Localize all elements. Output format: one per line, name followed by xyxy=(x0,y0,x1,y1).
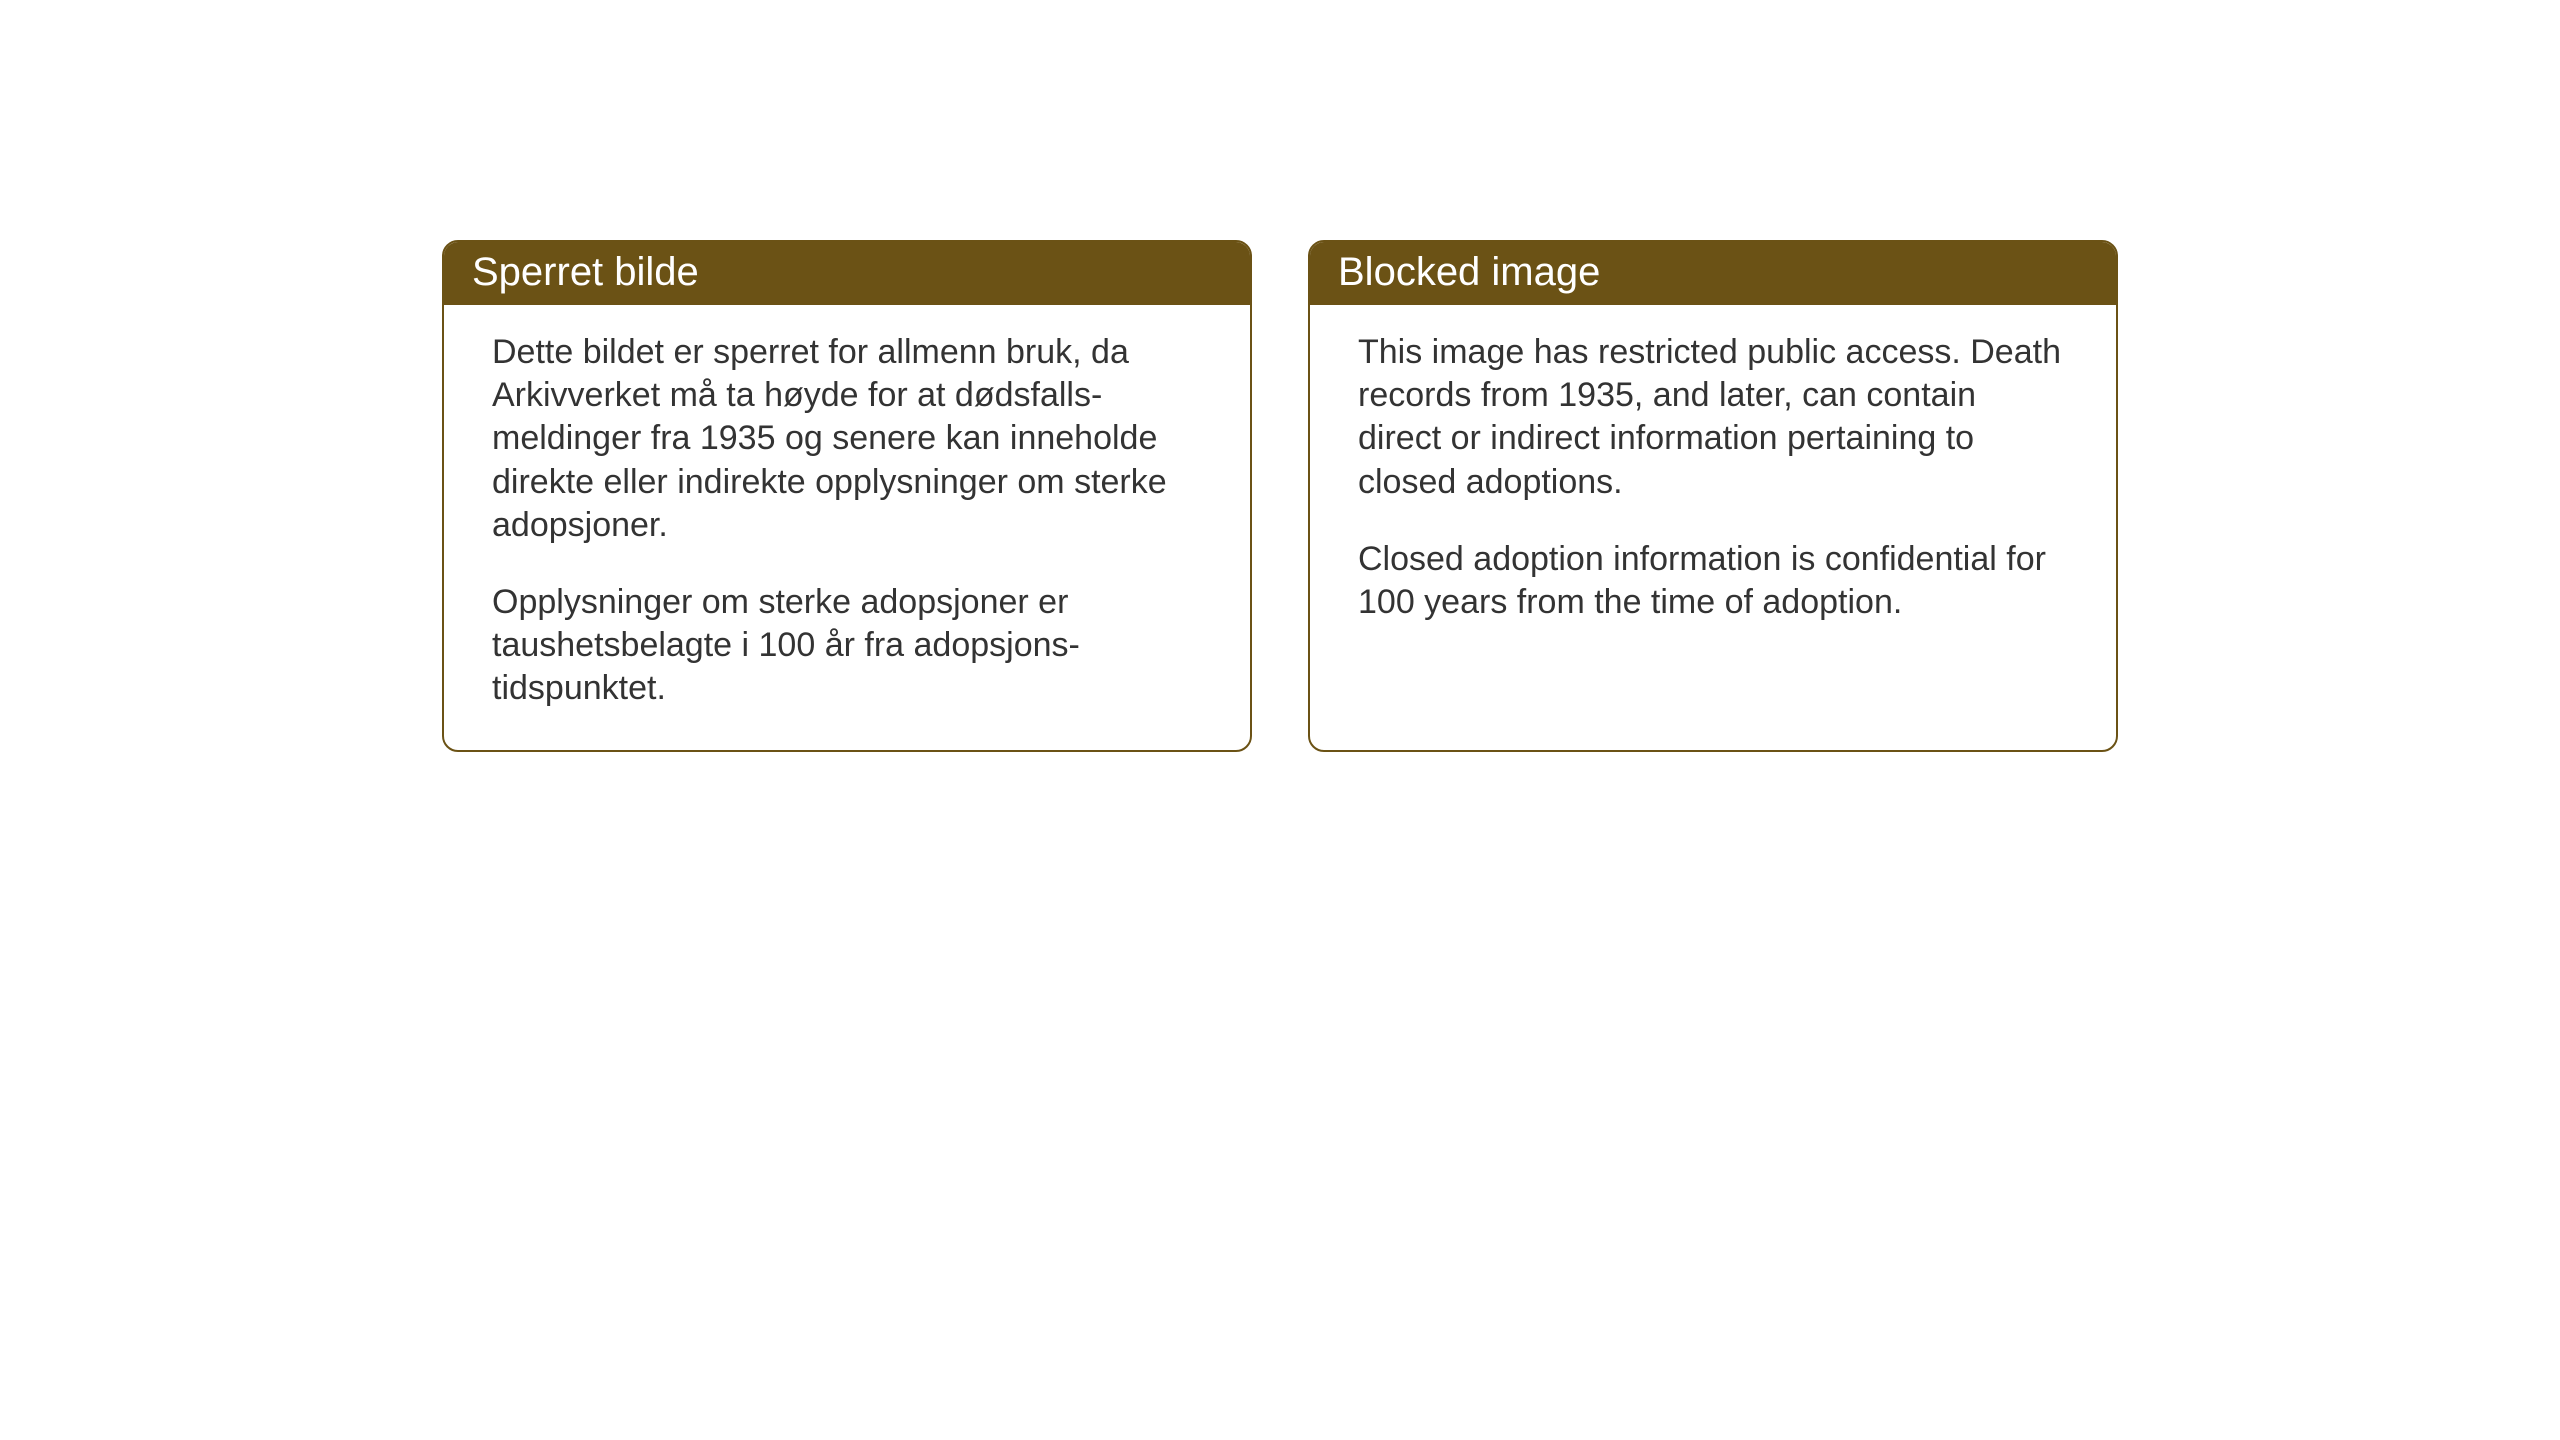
paragraph-english-2: Closed adoption information is confident… xyxy=(1358,538,2068,624)
notice-card-norwegian: Sperret bilde Dette bildet er sperret fo… xyxy=(442,240,1252,752)
paragraph-norwegian-1: Dette bildet er sperret for allmenn bruk… xyxy=(492,331,1202,547)
card-body-norwegian: Dette bildet er sperret for allmenn bruk… xyxy=(444,305,1250,750)
card-header-norwegian: Sperret bilde xyxy=(444,242,1250,305)
notice-card-english: Blocked image This image has restricted … xyxy=(1308,240,2118,752)
card-body-english: This image has restricted public access.… xyxy=(1310,305,2116,664)
paragraph-english-1: This image has restricted public access.… xyxy=(1358,331,2068,504)
notice-container: Sperret bilde Dette bildet er sperret fo… xyxy=(0,0,2560,752)
paragraph-norwegian-2: Opplysninger om sterke adopsjoner er tau… xyxy=(492,581,1202,711)
card-header-english: Blocked image xyxy=(1310,242,2116,305)
